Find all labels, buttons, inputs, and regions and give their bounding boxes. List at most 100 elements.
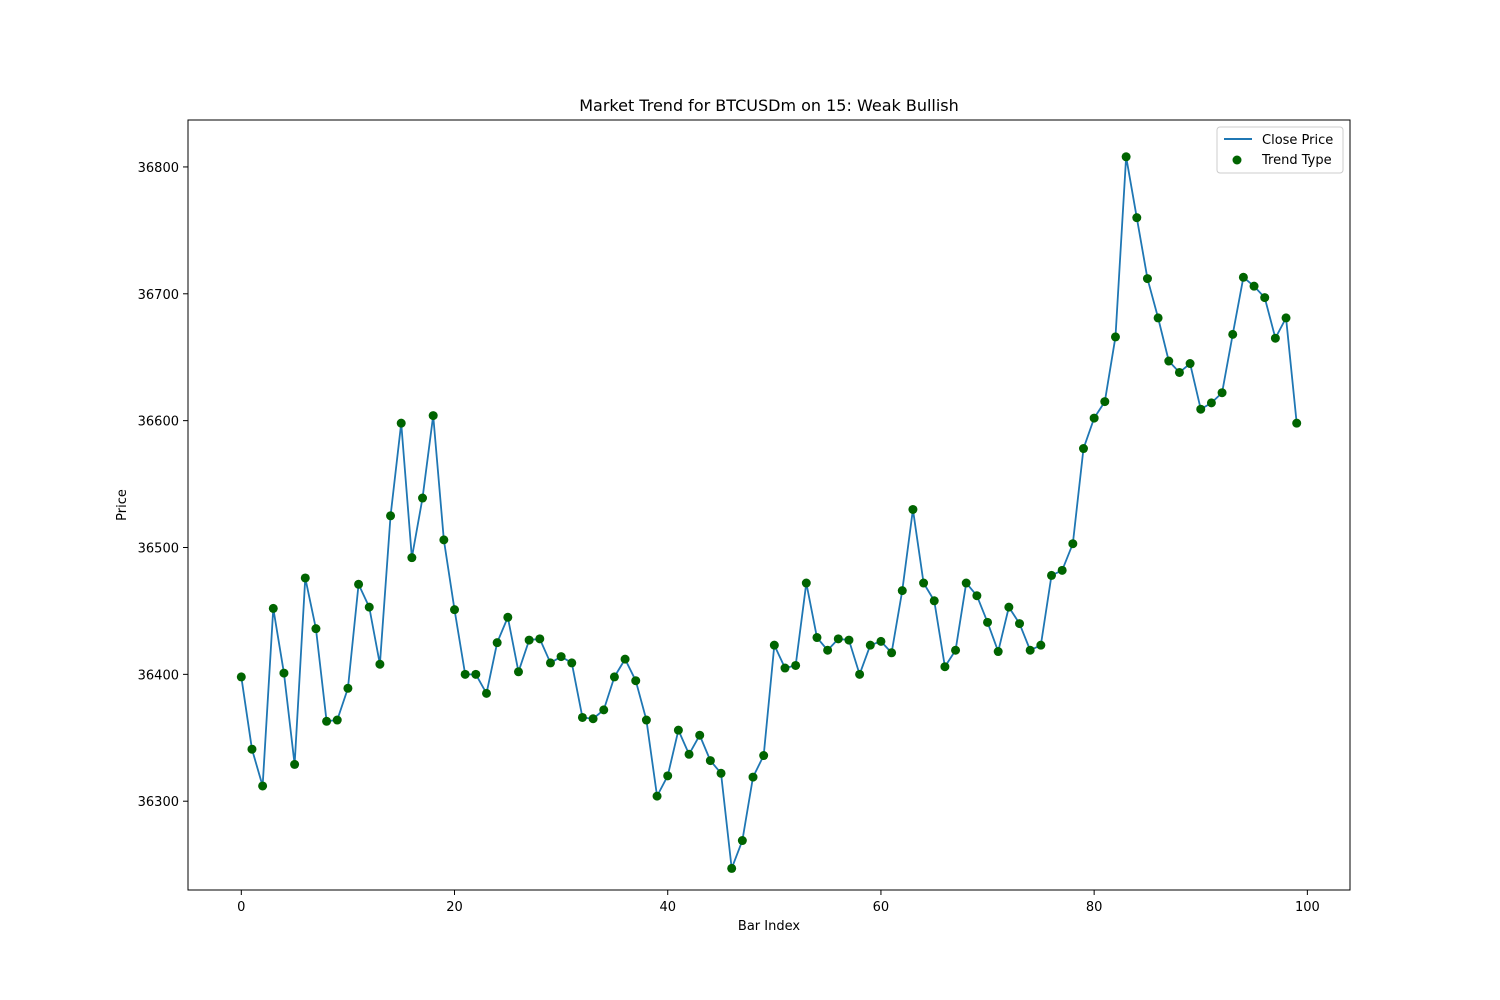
y-tick-label: 36600 — [138, 415, 179, 430]
y-tick-label: 36800 — [138, 161, 179, 176]
trend-type-point — [769, 640, 779, 650]
series-layer — [236, 152, 1302, 873]
trend-type-point — [290, 759, 300, 769]
trend-type-point — [1110, 332, 1120, 342]
trend-type-point — [545, 658, 555, 668]
trend-type-point — [354, 579, 364, 589]
y-tick-label: 36400 — [138, 668, 179, 683]
chart-title: Market Trend for BTCUSDm on 15: Weak Bul… — [579, 96, 959, 115]
trend-type-point — [279, 668, 289, 678]
trend-type-point — [460, 669, 470, 679]
trend-type-point — [1047, 570, 1056, 580]
trend-type-point — [1025, 645, 1035, 655]
trend-type-point — [1185, 359, 1195, 369]
trend-type-point — [780, 663, 790, 673]
x-tick-label: 0 — [237, 900, 245, 915]
trend-type-point — [812, 633, 822, 643]
trend-type-point — [1142, 274, 1152, 284]
trend-type-point — [791, 660, 801, 670]
trend-type-point — [1132, 213, 1142, 223]
trend-type-point — [631, 676, 641, 686]
trend-type-point — [599, 705, 609, 715]
trend-type-point — [375, 659, 385, 669]
legend-label-close-price: Close Price — [1262, 133, 1333, 148]
x-tick-label: 20 — [446, 900, 463, 915]
x-tick-label: 40 — [659, 900, 676, 915]
trend-type-point — [322, 716, 332, 726]
trend-type-point — [993, 647, 1003, 657]
trend-type-point — [855, 669, 865, 679]
trend-type-point — [1121, 152, 1131, 162]
trend-type-point — [1238, 272, 1248, 282]
trend-type-point — [673, 725, 683, 735]
trend-type-point — [577, 712, 587, 722]
trend-type-point — [439, 535, 449, 545]
trend-type-point — [428, 411, 438, 421]
trend-type-point — [556, 652, 566, 662]
y-axis: 36300 36400 36500 36600 36700 36800 — [138, 161, 188, 810]
trend-type-point — [396, 418, 406, 428]
trend-type-point — [663, 771, 673, 781]
trend-type-point — [695, 730, 705, 740]
trend-type-point — [844, 635, 854, 645]
trend-type-point — [1089, 413, 1099, 423]
trend-type-point — [418, 493, 428, 503]
trend-type-point — [823, 645, 833, 655]
x-axis: 0 20 40 60 80 100 — [237, 890, 1320, 915]
trend-type-point — [332, 715, 342, 725]
y-axis-label: Price — [115, 489, 130, 521]
trend-type-point — [1100, 397, 1110, 407]
trend-type-point — [1078, 444, 1088, 454]
trend-type-point — [929, 596, 939, 606]
trend-type-point — [450, 605, 460, 615]
trend-type-point — [1206, 398, 1216, 408]
trend-type-point — [727, 863, 737, 873]
trend-type-point — [343, 683, 353, 693]
trend-type-point — [311, 624, 321, 634]
trend-type-point — [1281, 313, 1291, 323]
trend-type-point — [1174, 367, 1184, 377]
trend-type-point — [908, 504, 918, 514]
trend-type-point — [300, 573, 310, 583]
legend-marker-swatch — [1232, 155, 1242, 165]
trend-type-point — [386, 511, 396, 521]
x-tick-label: 100 — [1295, 900, 1320, 915]
trend-type-point — [1057, 565, 1067, 575]
trend-type-point — [482, 688, 491, 698]
trend-type-point — [652, 791, 662, 801]
trend-type-point — [1292, 418, 1302, 428]
trend-type-point — [503, 612, 513, 622]
trend-type-point — [609, 672, 619, 682]
plot-frame — [187, 119, 1351, 891]
trend-type-point — [1004, 602, 1014, 612]
trend-type-point — [567, 658, 577, 668]
plot-area: 0 20 40 60 80 100 363003640036500366003670036… — [138, 119, 1351, 915]
trend-type-point — [1153, 313, 1163, 323]
trend-type-point — [737, 836, 747, 846]
trend-type-point — [897, 586, 907, 596]
y-tick-label: 36700 — [138, 288, 179, 303]
trend-type-point — [1217, 388, 1227, 398]
y-tick-label: 36500 — [138, 541, 179, 556]
trend-type-point — [492, 638, 502, 648]
trend-type-point — [247, 744, 257, 754]
x-tick-label: 60 — [873, 900, 890, 915]
trend-type-point — [641, 715, 651, 725]
trend-type-point — [471, 669, 481, 679]
trend-type-point — [705, 756, 715, 766]
trend-type-point — [1036, 640, 1046, 650]
trend-type-point — [258, 781, 268, 791]
trend-type-point — [1249, 281, 1259, 291]
trend-type-point — [268, 603, 278, 613]
trend-type-point — [1260, 293, 1270, 303]
trend-type-point — [865, 640, 875, 650]
x-tick-label: 80 — [1086, 900, 1103, 915]
trend-type-point — [887, 648, 897, 658]
trend-type-point — [919, 578, 929, 588]
trend-type-point — [1164, 356, 1174, 366]
trend-type-point — [983, 617, 993, 627]
trend-type-point — [951, 645, 961, 655]
trend-type-point — [1228, 329, 1238, 339]
y-tick-label: 36300 — [138, 795, 179, 810]
